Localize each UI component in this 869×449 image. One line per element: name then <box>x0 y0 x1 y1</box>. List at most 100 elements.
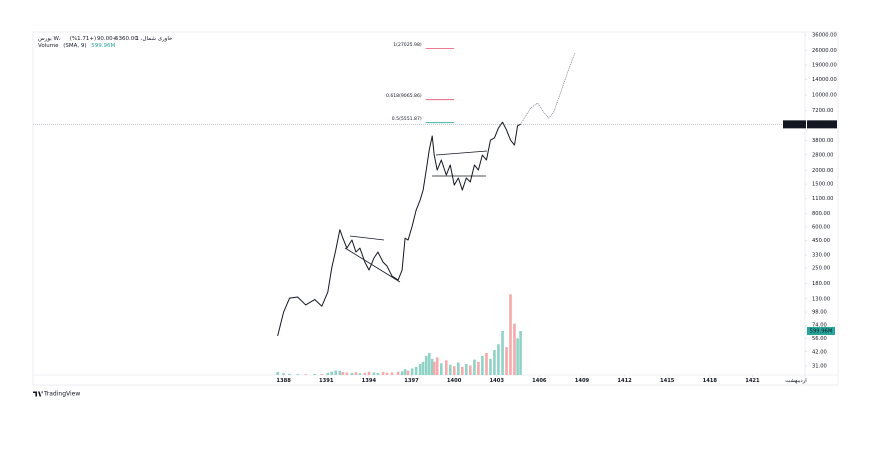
volume-bar <box>282 373 285 375</box>
volume-bar <box>465 364 468 375</box>
volume-bar <box>457 362 460 375</box>
volume-layer <box>276 294 522 375</box>
volume-bar <box>448 364 452 375</box>
volume-bar <box>326 372 330 375</box>
volume-bar <box>296 374 299 375</box>
date-label: اردیبهشت <box>785 378 806 384</box>
chart-frame <box>32 31 839 386</box>
volume-bar <box>477 361 480 375</box>
x-tick-label: 1406 <box>532 378 547 384</box>
volume-bar <box>363 372 367 375</box>
volume-bar <box>304 374 307 375</box>
volume-bar <box>497 344 500 375</box>
y-tick-label: 330.00 <box>812 253 830 259</box>
y-tick-label: 56.00 <box>812 336 827 342</box>
level-label: 0.5(5551.87) <box>392 116 422 122</box>
volume-bar <box>396 371 400 375</box>
x-tick-label: 1418 <box>703 378 718 384</box>
volume-bar <box>403 369 407 375</box>
volume-bar <box>341 372 345 375</box>
volume-bar <box>481 355 484 375</box>
volume-bar <box>461 366 464 375</box>
volume-bar <box>421 361 425 375</box>
volume-bar <box>489 358 492 375</box>
tradingview-logo: TradingView <box>33 391 80 398</box>
y-tick-label: 450.00 <box>812 238 830 244</box>
volume-bar <box>430 358 434 375</box>
volume-bar <box>276 372 279 375</box>
volume-bar <box>345 372 349 375</box>
volume-bar <box>358 373 362 375</box>
y-tick-label: 2800.00 <box>812 152 833 158</box>
y-tick-label: 7200.00 <box>812 108 833 114</box>
volume-bar <box>452 366 456 375</box>
y-tick-label: 10000.00 <box>812 93 837 99</box>
last-price-label: 5360.00 <box>811 122 832 128</box>
level-label: 1(27025.98) <box>393 42 422 48</box>
footer-text: TradingView <box>43 391 80 398</box>
price-line <box>520 52 576 125</box>
x-tick-label: 1421 <box>745 378 760 384</box>
volume-bar <box>513 323 516 375</box>
symbol-tag: خاور <box>789 122 800 128</box>
volume-bar <box>350 372 354 375</box>
pattern-drawings <box>344 150 488 283</box>
volume-last-box <box>807 327 835 336</box>
x-tick-label: 1403 <box>489 378 504 384</box>
volume-bar <box>501 331 504 375</box>
volume-bar <box>424 355 428 375</box>
y-tick-label: 180.00 <box>812 281 830 287</box>
y-tick-label: 800.00 <box>812 211 830 217</box>
volume-bar <box>432 361 436 375</box>
volume-name: Volume <box>38 43 59 49</box>
volume-params: (SMA, 9) <box>63 43 86 49</box>
volume-bar <box>414 366 418 375</box>
volume-bar <box>320 374 324 375</box>
x-tick-label: 1412 <box>617 378 632 384</box>
header-line: بورس W،خاوری شمال، 1 5360.00 +90.00 (+1.… <box>38 36 172 42</box>
y-tick-label: 31.00 <box>812 364 827 370</box>
volume-bar <box>313 373 317 375</box>
volume-bar <box>385 372 389 375</box>
volume-bar <box>406 370 410 375</box>
trend-line <box>349 235 385 241</box>
volume-bar <box>485 353 488 375</box>
level-label: 0.618(9065.86) <box>386 93 422 99</box>
y-tick-label: 2000.00 <box>812 168 833 174</box>
last-price-box <box>807 120 837 129</box>
volume-bar <box>410 368 414 375</box>
x-tick-label: 1415 <box>660 378 675 384</box>
volume-bar <box>505 347 508 375</box>
y-tick-label: 36000.00 <box>812 33 837 39</box>
y-tick-label: 1500.00 <box>812 182 833 188</box>
volume-value: 599.96M <box>91 43 115 49</box>
volume-last-label: 599.96M <box>810 329 833 335</box>
channel-line <box>435 150 488 156</box>
x-tick-label: 1400 <box>447 378 462 384</box>
volume-bar <box>418 364 422 375</box>
volume-bar <box>288 373 291 375</box>
volume-bar <box>519 331 522 375</box>
volume-legend: Volume (SMA, 9) 599.96M <box>38 43 116 49</box>
x-tick-label: 1391 <box>319 378 334 384</box>
volume-bar <box>493 350 496 375</box>
symbol-tag-box <box>783 120 806 129</box>
volume-bar <box>330 371 334 375</box>
price-line <box>277 121 521 336</box>
volume-bar <box>435 357 439 375</box>
x-tick-label: 1394 <box>362 378 377 384</box>
volume-bar <box>473 359 476 375</box>
y-tick-label: 74.00 <box>812 323 827 329</box>
x-tick-label: 1397 <box>404 378 419 384</box>
x-tick-label: 1409 <box>575 378 590 384</box>
y-tick-label: 19000.00 <box>812 63 837 69</box>
volume-bar <box>354 372 358 375</box>
last-price: 5360.00 <box>115 36 138 42</box>
volume-bar <box>400 371 404 375</box>
change-pct: (+1.71%) <box>70 36 96 42</box>
volume-bar <box>381 372 385 375</box>
volume-bar <box>376 372 380 375</box>
volume-bar <box>372 372 376 375</box>
trend-line <box>344 247 401 283</box>
